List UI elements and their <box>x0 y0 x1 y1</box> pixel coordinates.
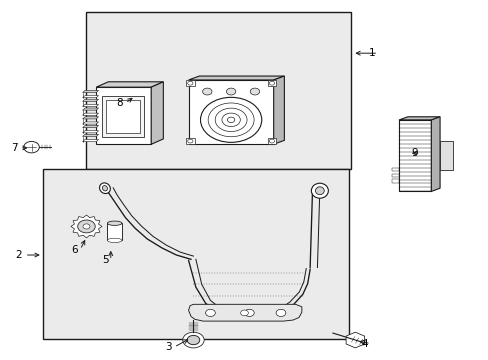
Circle shape <box>78 220 95 233</box>
Polygon shape <box>273 76 284 144</box>
Circle shape <box>208 103 254 137</box>
Polygon shape <box>82 99 99 102</box>
Polygon shape <box>82 104 99 107</box>
Ellipse shape <box>100 183 110 194</box>
Text: 7: 7 <box>11 143 18 153</box>
Bar <box>398 120 430 192</box>
Text: 5: 5 <box>102 255 108 265</box>
Circle shape <box>187 139 193 143</box>
Circle shape <box>200 97 261 142</box>
Circle shape <box>240 310 248 316</box>
Text: 3: 3 <box>164 342 171 352</box>
Text: 6: 6 <box>71 245 78 255</box>
Circle shape <box>83 224 90 229</box>
Bar <box>391 174 398 177</box>
Circle shape <box>276 309 285 316</box>
Polygon shape <box>82 131 99 133</box>
Circle shape <box>187 336 200 345</box>
Circle shape <box>215 108 246 131</box>
Bar <box>185 138 194 144</box>
Circle shape <box>205 309 215 316</box>
Polygon shape <box>82 95 99 98</box>
Polygon shape <box>96 82 163 87</box>
Polygon shape <box>82 117 99 119</box>
Ellipse shape <box>107 221 122 225</box>
Polygon shape <box>188 304 301 321</box>
Bar <box>96 87 151 144</box>
Circle shape <box>222 113 240 127</box>
Text: 1: 1 <box>368 48 375 58</box>
Circle shape <box>183 332 203 348</box>
Bar <box>391 168 398 171</box>
Bar <box>188 80 273 144</box>
Polygon shape <box>82 126 99 128</box>
Polygon shape <box>82 108 99 110</box>
Bar <box>107 223 122 240</box>
Ellipse shape <box>107 238 122 243</box>
Polygon shape <box>82 90 99 93</box>
Circle shape <box>24 141 39 153</box>
Polygon shape <box>82 134 99 136</box>
Ellipse shape <box>315 187 324 195</box>
Bar <box>391 179 398 183</box>
Bar <box>42 169 348 339</box>
Circle shape <box>202 88 212 95</box>
Circle shape <box>244 309 254 316</box>
Text: 9: 9 <box>410 148 417 158</box>
Bar <box>106 100 140 133</box>
Bar <box>267 138 276 144</box>
Circle shape <box>226 88 235 95</box>
Polygon shape <box>71 215 102 238</box>
Ellipse shape <box>311 183 328 198</box>
Circle shape <box>269 139 274 143</box>
Bar <box>102 95 144 137</box>
Bar <box>185 80 194 86</box>
Circle shape <box>187 81 193 85</box>
Circle shape <box>250 88 259 95</box>
Polygon shape <box>346 332 364 348</box>
Polygon shape <box>430 117 439 192</box>
Polygon shape <box>398 117 439 120</box>
Bar <box>439 141 452 170</box>
Text: 4: 4 <box>361 339 368 348</box>
Bar <box>86 12 351 169</box>
Polygon shape <box>82 139 99 141</box>
Ellipse shape <box>102 185 107 191</box>
Text: 2: 2 <box>16 250 22 260</box>
Polygon shape <box>188 76 284 80</box>
Polygon shape <box>82 122 99 124</box>
Polygon shape <box>82 113 99 115</box>
Bar <box>267 80 276 86</box>
Text: 8: 8 <box>116 98 122 108</box>
Circle shape <box>269 81 274 85</box>
Polygon shape <box>151 82 163 144</box>
Circle shape <box>227 117 234 122</box>
